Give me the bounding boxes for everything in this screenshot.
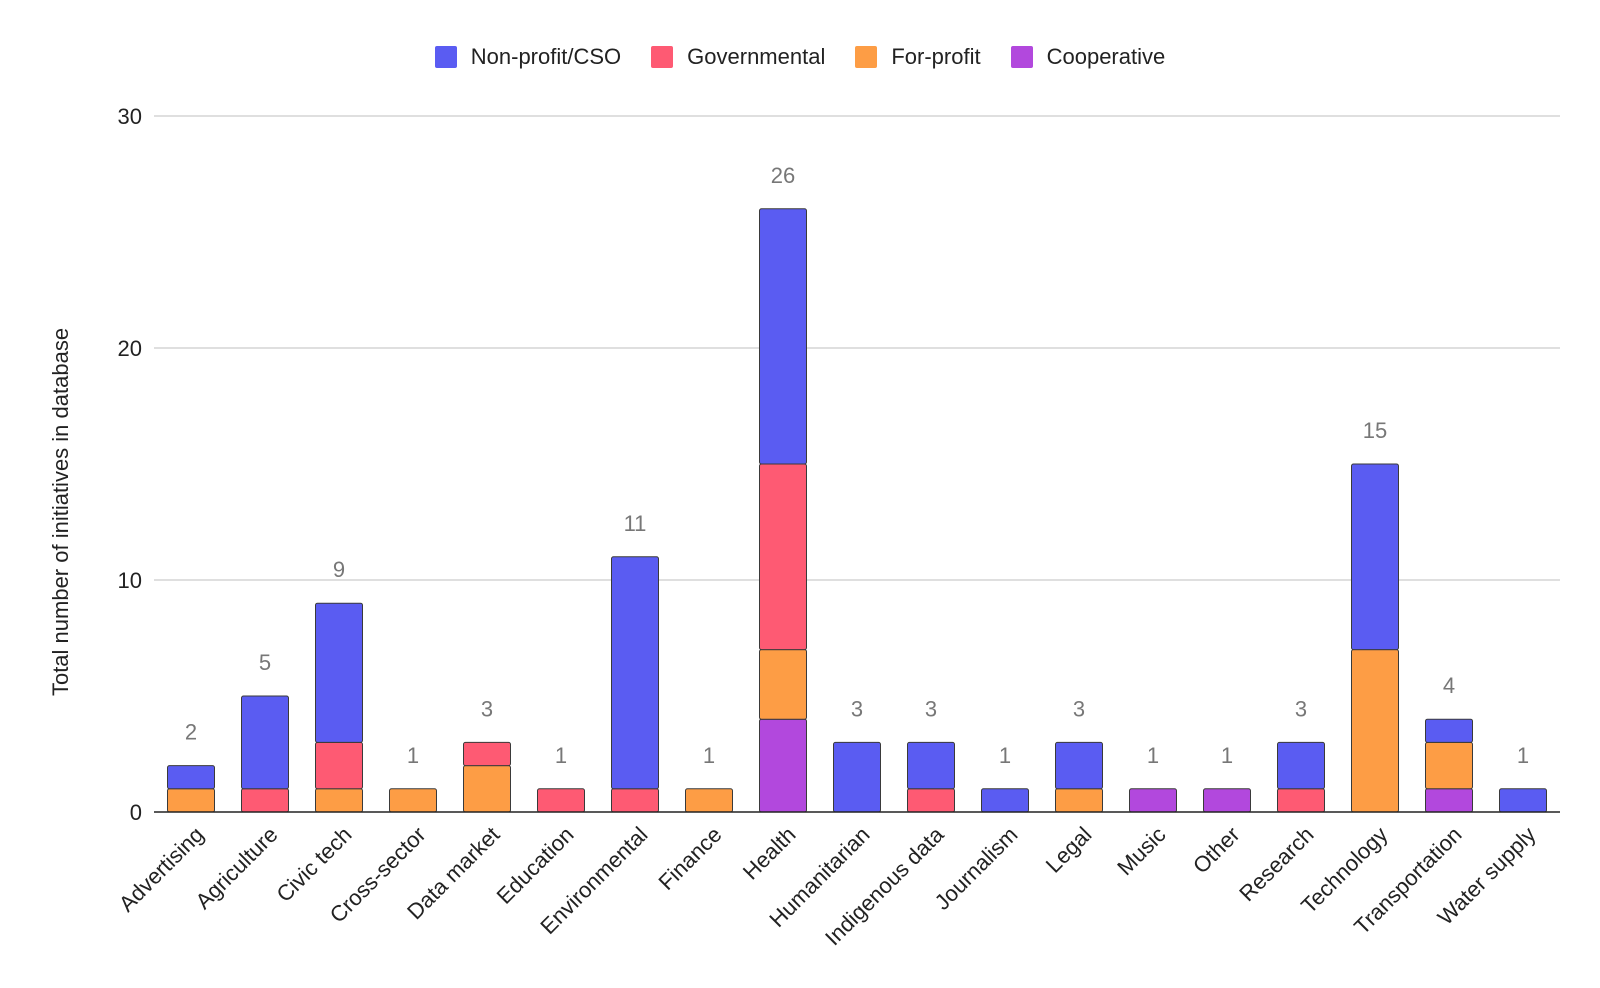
bar-segment-non-profit-cso[interactable] <box>611 556 659 790</box>
bar-segment-for-profit[interactable] <box>759 649 807 720</box>
x-tick-label: Finance <box>654 822 727 895</box>
x-tick-label: Advertising <box>114 822 209 917</box>
total-label: 3 <box>925 696 937 721</box>
x-tick-label: Legal <box>1041 822 1097 878</box>
bar-segment-governmental[interactable] <box>241 788 289 813</box>
bars <box>167 208 1547 813</box>
total-label: 1 <box>703 743 715 768</box>
bar-segment-non-profit-cso[interactable] <box>981 788 1029 813</box>
bar-segment-non-profit-cso[interactable] <box>167 765 215 790</box>
bar-segment-governmental[interactable] <box>907 788 955 813</box>
bar-segment-non-profit-cso[interactable] <box>1351 463 1399 651</box>
legend-label-forprofit: For-profit <box>891 44 981 69</box>
legend-swatch-nonprofit <box>434 46 457 68</box>
bar-segment-for-profit[interactable] <box>315 788 363 813</box>
total-label: 3 <box>1073 696 1085 721</box>
total-label: 2 <box>185 720 197 745</box>
bar-segment-for-profit[interactable] <box>685 788 733 813</box>
bar-segment-for-profit[interactable] <box>463 765 511 813</box>
y-tick-label: 0 <box>130 800 142 825</box>
bar-segment-cooperative[interactable] <box>1203 788 1251 813</box>
y-tick-label: 20 <box>118 336 142 361</box>
bar-segment-non-profit-cso[interactable] <box>241 695 289 790</box>
total-label: 1 <box>1517 743 1529 768</box>
bar-segment-for-profit[interactable] <box>1351 649 1399 813</box>
bar-segment-governmental[interactable] <box>315 741 363 790</box>
total-label: 5 <box>259 650 271 675</box>
x-tick-label: Music <box>1112 822 1170 880</box>
total-label: 15 <box>1363 418 1387 443</box>
bar-segment-non-profit-cso[interactable] <box>315 602 363 743</box>
y-tick-label: 30 <box>118 104 142 129</box>
total-label: 1 <box>999 743 1011 768</box>
bar-segment-non-profit-cso[interactable] <box>1425 718 1473 743</box>
total-label: 1 <box>407 743 419 768</box>
total-label: 3 <box>851 696 863 721</box>
total-label: 1 <box>555 743 567 768</box>
bar-segment-governmental[interactable] <box>759 463 807 651</box>
legend-item-forprofit[interactable]: For-profit <box>855 44 981 70</box>
bar-segment-cooperative[interactable] <box>1425 788 1473 813</box>
bar-segment-governmental[interactable] <box>1277 788 1325 813</box>
bar-segment-non-profit-cso[interactable] <box>1277 741 1325 790</box>
bar-segment-for-profit[interactable] <box>1055 788 1103 813</box>
y-axis-title: Total number of initiatives in database <box>48 328 73 696</box>
bar-segment-non-profit-cso[interactable] <box>833 741 881 813</box>
total-label: 3 <box>1295 696 1307 721</box>
bar-segment-non-profit-cso[interactable] <box>1055 741 1103 790</box>
bar-segment-cooperative[interactable] <box>1129 788 1177 813</box>
legend-label-nonprofit: Non-profit/CSO <box>470 44 622 69</box>
bar-segment-non-profit-cso[interactable] <box>759 208 807 465</box>
total-label: 9 <box>333 557 345 582</box>
total-label: 1 <box>1147 743 1159 768</box>
legend-item-cooperative[interactable]: Cooperative <box>1010 44 1166 70</box>
total-label: 4 <box>1443 673 1455 698</box>
total-label: 11 <box>624 511 647 536</box>
bar-segment-for-profit[interactable] <box>389 788 437 813</box>
legend-swatch-cooperative <box>1010 46 1033 68</box>
legend-swatch-forprofit <box>855 46 878 68</box>
bar-segment-for-profit[interactable] <box>167 788 215 813</box>
total-label: 26 <box>771 163 795 188</box>
x-tick-label: Health <box>738 822 801 885</box>
bar-segment-for-profit[interactable] <box>1425 741 1473 790</box>
gridlines <box>154 115 1560 581</box>
x-tick-label: Other <box>1188 822 1245 879</box>
bar-segment-cooperative[interactable] <box>759 718 807 813</box>
bar-segment-governmental[interactable] <box>463 741 511 767</box>
bar-segment-governmental[interactable] <box>537 788 585 813</box>
bar-segment-non-profit-cso[interactable] <box>1499 788 1547 813</box>
y-tick-label: 10 <box>118 568 142 593</box>
legend: Non-profit/CSO Governmental For-profit C… <box>0 44 1600 70</box>
legend-swatch-governmental <box>651 46 674 68</box>
bar-segment-non-profit-cso[interactable] <box>907 741 955 790</box>
total-label: 3 <box>481 696 493 721</box>
legend-item-governmental[interactable]: Governmental <box>651 44 825 70</box>
legend-label-governmental: Governmental <box>687 44 826 69</box>
legend-item-nonprofit[interactable]: Non-profit/CSO <box>434 44 622 70</box>
bar-segment-governmental[interactable] <box>611 788 659 813</box>
legend-label-cooperative: Cooperative <box>1046 44 1166 69</box>
total-label: 1 <box>1221 743 1233 768</box>
